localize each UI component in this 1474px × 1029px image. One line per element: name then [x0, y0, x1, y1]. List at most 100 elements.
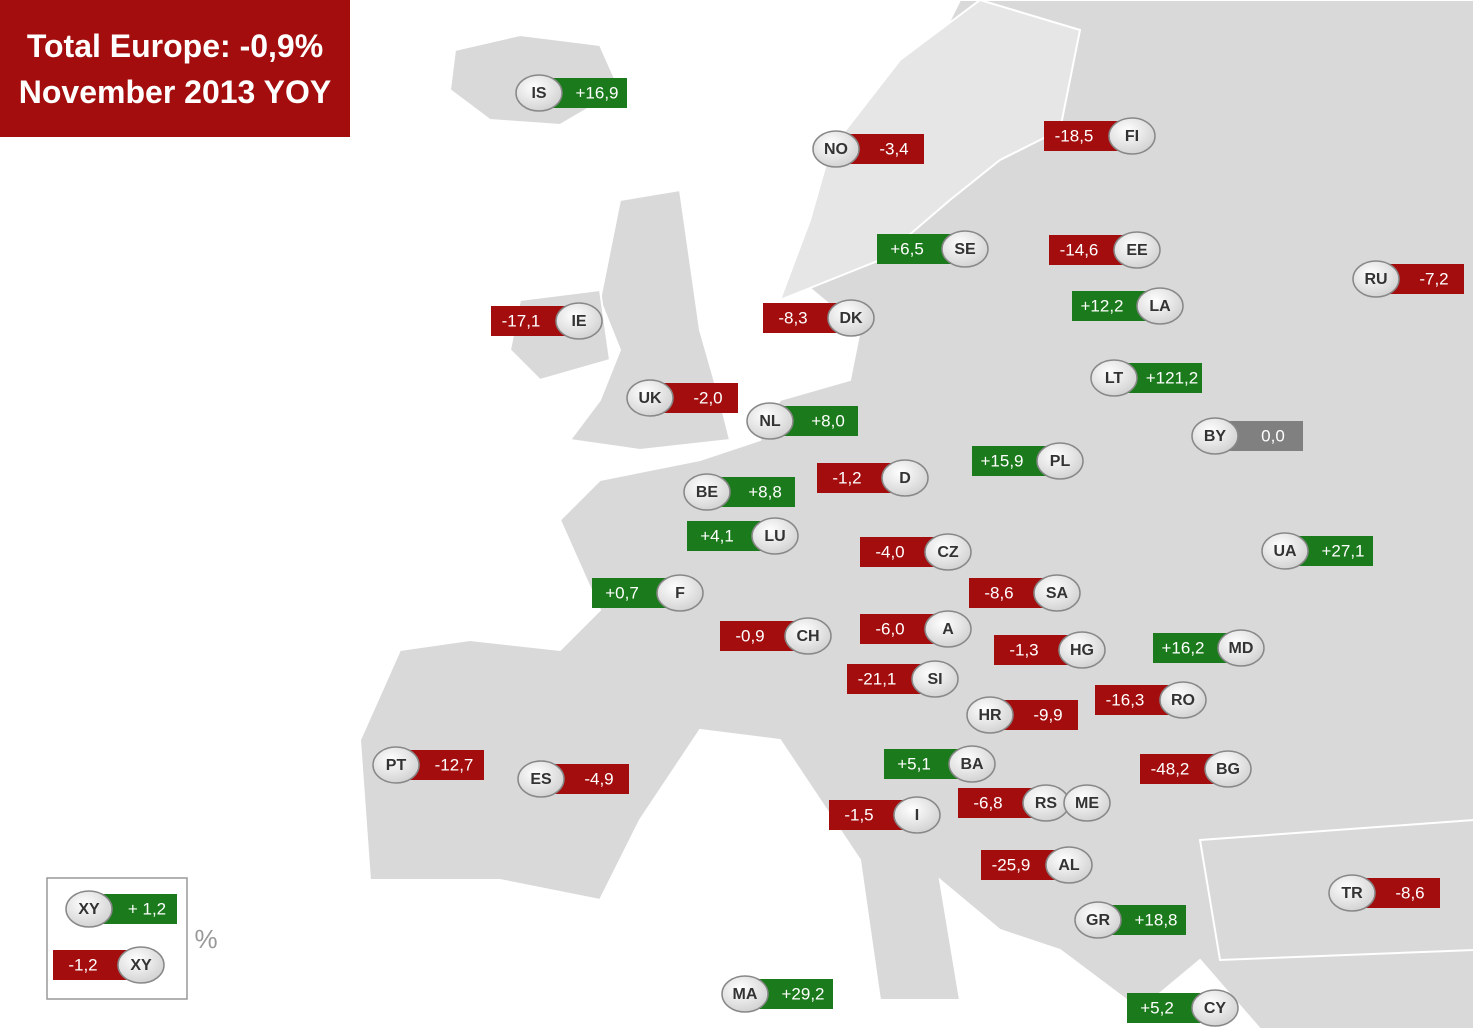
value-label: +16,9 — [575, 83, 618, 102]
value-label: -4,9 — [584, 769, 613, 788]
country-code: LU — [764, 528, 785, 545]
value-label: 0,0 — [1261, 426, 1285, 445]
country-circle — [881, 459, 929, 497]
value-label: -9,9 — [1033, 705, 1062, 724]
country-code: NO — [824, 141, 848, 158]
value-label: -1,5 — [844, 805, 873, 824]
country-code: HG — [1070, 642, 1094, 659]
country-code: RO — [1171, 692, 1195, 709]
country-circle — [893, 796, 941, 834]
country-circle — [517, 760, 565, 798]
country-code: CY — [1204, 1000, 1227, 1017]
country-circle — [515, 74, 563, 112]
country-code: IS — [531, 85, 546, 102]
country-code: RU — [1364, 271, 1387, 288]
country-code: RS — [1035, 795, 1058, 812]
value-label: +15,9 — [980, 451, 1023, 470]
country-code: LT — [1105, 370, 1124, 387]
value-label: -8,3 — [778, 308, 807, 327]
country-circle — [941, 230, 989, 268]
country-circle — [1074, 901, 1122, 939]
scandinavia-shape — [778, 0, 1082, 302]
legend-unit: % — [194, 924, 217, 954]
country-circle — [1136, 287, 1184, 325]
value-label: -18,5 — [1055, 126, 1094, 145]
country-circle — [555, 302, 603, 340]
value-label: +27,1 — [1321, 541, 1364, 560]
country-code: F — [675, 585, 685, 602]
value-label: -6,8 — [973, 793, 1002, 812]
value-label: -16,3 — [1106, 690, 1145, 709]
country-code: AL — [1058, 857, 1080, 874]
country-code: XY — [78, 901, 100, 918]
value-label: +8,0 — [811, 411, 845, 430]
country-circle — [1058, 631, 1106, 669]
value-label: +121,2 — [1146, 368, 1198, 387]
country-code: BY — [1204, 428, 1227, 445]
country-code: LA — [1149, 298, 1171, 315]
country-circle — [656, 574, 704, 612]
subtitle: November 2013 YOY — [18, 73, 332, 110]
value-label: +12,2 — [1080, 296, 1123, 315]
country-code: BE — [696, 484, 719, 501]
country-circle — [1191, 417, 1239, 455]
value-label: -8,6 — [1395, 883, 1424, 902]
value-label: -6,0 — [875, 619, 904, 638]
value-label: -48,2 — [1151, 759, 1190, 778]
country-circle — [1045, 846, 1093, 884]
country-circle — [1159, 681, 1207, 719]
value-label: +0,7 — [605, 583, 639, 602]
country-circle — [1352, 260, 1400, 298]
country-code: CZ — [937, 544, 959, 561]
country-code: NL — [759, 413, 781, 430]
value-label: -8,6 — [984, 583, 1013, 602]
country-circle — [751, 517, 799, 555]
country-circle — [746, 402, 794, 440]
value-label: +29,2 — [781, 984, 824, 1003]
country-circle — [1261, 532, 1309, 570]
country-circle — [1090, 359, 1138, 397]
country-circle — [1191, 989, 1239, 1027]
country-code: A — [942, 621, 954, 638]
value-label: -12,7 — [435, 755, 474, 774]
country-code: PT — [386, 757, 407, 774]
value-label: +5,1 — [897, 754, 931, 773]
country-circle — [1063, 784, 1111, 822]
value-label: -2,0 — [693, 388, 722, 407]
country-circle — [721, 975, 769, 1013]
country-code: EE — [1126, 242, 1148, 259]
country-code: BA — [960, 756, 984, 773]
country-code: ES — [530, 771, 552, 788]
country-circle — [924, 610, 972, 648]
value-label: -4,0 — [875, 542, 904, 561]
value-label: +18,8 — [1134, 910, 1177, 929]
value-label: +4,1 — [700, 526, 734, 545]
country-code: UK — [638, 390, 662, 407]
country-code: SA — [1046, 585, 1069, 602]
country-circle — [626, 379, 674, 417]
country-circle — [948, 745, 996, 783]
title: Total Europe: -0,9% — [26, 27, 324, 64]
country-circle — [1108, 117, 1156, 155]
value-label: -14,6 — [1060, 240, 1099, 259]
country-code: ME — [1075, 795, 1099, 812]
country-code: SE — [954, 241, 976, 258]
country-code: MA — [733, 986, 758, 1003]
country-code: PL — [1050, 453, 1071, 470]
value-label: -25,9 — [992, 855, 1031, 874]
country-circle — [784, 617, 832, 655]
country-code: DK — [839, 310, 863, 327]
country-code: XY — [130, 957, 152, 974]
country-code: FI — [1125, 128, 1139, 145]
title-box: Total Europe: -0,9% November 2013 YOY — [0, 0, 350, 137]
country-circle — [1036, 442, 1084, 480]
value-label: +5,2 — [1140, 998, 1174, 1017]
country-circle — [1033, 574, 1081, 612]
country-circle — [966, 696, 1014, 734]
value-label: -7,2 — [1419, 269, 1448, 288]
value-label: -17,1 — [502, 311, 541, 330]
country-circle — [683, 473, 731, 511]
country-code: IE — [571, 313, 586, 330]
country-code: UA — [1273, 543, 1297, 560]
